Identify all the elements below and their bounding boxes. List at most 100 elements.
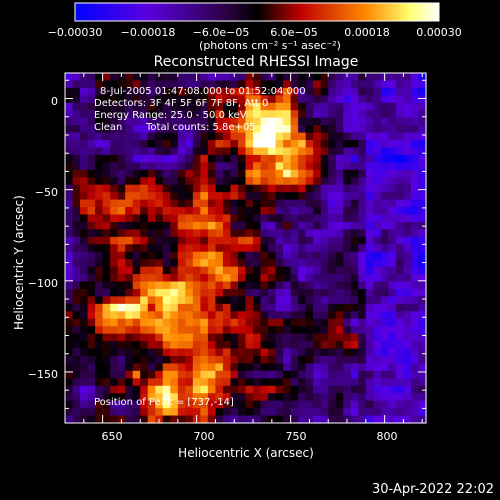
heatmap-cell xyxy=(320,162,329,171)
heatmap-cell xyxy=(125,221,134,230)
heatmap-cell xyxy=(253,370,262,379)
heatmap-cell xyxy=(222,125,232,134)
heatmap-cell xyxy=(140,95,149,104)
heatmap-cell xyxy=(388,199,397,208)
heatmap-cell xyxy=(343,385,352,394)
heatmap-cell xyxy=(147,355,156,365)
heatmap-cell xyxy=(230,296,239,305)
heatmap-cell xyxy=(87,385,96,394)
heatmap-cell xyxy=(125,147,134,156)
heatmap-cell xyxy=(403,326,412,335)
heatmap-cell xyxy=(170,244,179,253)
heatmap-cell xyxy=(328,117,337,126)
heatmap-cell xyxy=(283,259,292,268)
heatmap-cell xyxy=(87,229,96,238)
heatmap-cell xyxy=(125,117,134,126)
heatmap-cell xyxy=(275,303,284,312)
heatmap-cell xyxy=(388,341,397,350)
heatmap-cell xyxy=(260,214,269,223)
heatmap-cell xyxy=(365,162,374,171)
heatmap-cell xyxy=(343,266,352,275)
heatmap-cell xyxy=(283,207,292,216)
heatmap-cell xyxy=(335,117,344,126)
heatmap-cell xyxy=(335,162,344,171)
heatmap-cell xyxy=(245,266,254,275)
heatmap-cell xyxy=(275,363,284,372)
heatmap-cell xyxy=(245,132,254,141)
heatmap-cell xyxy=(275,415,284,424)
heatmap-cell xyxy=(335,393,344,402)
heatmap-cell xyxy=(245,251,254,260)
heatmap-cell xyxy=(170,393,179,402)
heatmap-cell xyxy=(373,348,382,357)
heatmap-cell xyxy=(305,326,314,335)
heatmap-cell xyxy=(380,363,389,372)
heatmap-cell xyxy=(177,125,186,134)
heatmap-cell xyxy=(162,192,171,201)
heatmap-cell xyxy=(200,303,209,312)
heatmap-cell xyxy=(110,355,119,365)
heatmap-cell xyxy=(132,177,141,186)
heatmap-cell xyxy=(298,169,307,178)
heatmap-cell xyxy=(260,73,269,82)
heatmap-cell xyxy=(275,251,284,260)
heatmap-cell xyxy=(207,370,217,379)
heatmap-cell xyxy=(192,199,201,208)
heatmap-cell xyxy=(380,393,389,402)
heatmap-cell xyxy=(147,259,156,268)
heatmap-cell xyxy=(110,147,119,156)
heatmap-cell xyxy=(403,274,412,283)
heatmap-cell xyxy=(110,251,119,260)
heatmap-cell xyxy=(320,214,329,223)
heatmap-cell xyxy=(335,385,344,394)
heatmap-cell xyxy=(170,296,179,305)
heatmap-cell xyxy=(65,355,74,365)
heatmap-cell xyxy=(102,192,111,201)
heatmap-cell xyxy=(140,154,149,163)
heatmap-cell xyxy=(207,154,217,163)
heatmap-cell xyxy=(95,207,104,216)
heatmap-cell xyxy=(177,363,186,372)
heatmap-cell xyxy=(155,251,164,260)
heatmap-cell xyxy=(237,221,247,230)
heatmap-cell xyxy=(350,281,359,290)
heatmap-cell xyxy=(185,385,194,394)
heatmap-cell xyxy=(147,236,156,245)
heatmap-cell xyxy=(313,73,322,82)
heatmap-cell xyxy=(245,102,254,111)
heatmap-cell xyxy=(215,95,224,104)
heatmap-cell xyxy=(395,87,405,96)
heatmap-cell xyxy=(365,281,374,290)
heatmap-cell xyxy=(185,303,194,312)
heatmap-cell xyxy=(290,333,299,342)
heatmap-cell xyxy=(72,80,81,89)
heatmap-cell xyxy=(298,184,307,193)
heatmap-cell xyxy=(125,199,134,208)
heatmap-cell xyxy=(222,229,232,238)
heatmap-cell xyxy=(298,415,307,424)
heatmap-cell xyxy=(245,140,254,149)
heatmap-cell xyxy=(140,251,149,260)
heatmap-cell xyxy=(373,251,382,260)
heatmap-cell xyxy=(245,184,254,193)
heatmap-cell xyxy=(410,296,420,305)
heatmap-cell xyxy=(343,221,352,230)
heatmap-cell xyxy=(358,162,367,171)
heatmap-cell xyxy=(87,266,96,275)
heatmap-cell xyxy=(283,408,292,417)
heatmap-cell xyxy=(230,266,239,275)
heatmap-cell xyxy=(245,207,254,216)
heatmap-cell xyxy=(65,259,74,268)
heatmap-cell xyxy=(147,408,156,417)
heatmap-cell xyxy=(358,110,367,119)
heatmap-cell xyxy=(260,192,269,201)
y-axis-label: Heliocentric Y (arcsec) xyxy=(12,195,26,330)
heatmap-cell xyxy=(125,385,134,394)
heatmap-cell xyxy=(110,154,119,163)
heatmap-cell xyxy=(365,251,374,260)
heatmap-cell xyxy=(373,288,382,298)
heatmap-cell xyxy=(358,177,367,186)
heatmap-cell xyxy=(388,318,397,327)
heatmap-cell xyxy=(388,192,397,201)
heatmap-cell xyxy=(177,80,186,89)
